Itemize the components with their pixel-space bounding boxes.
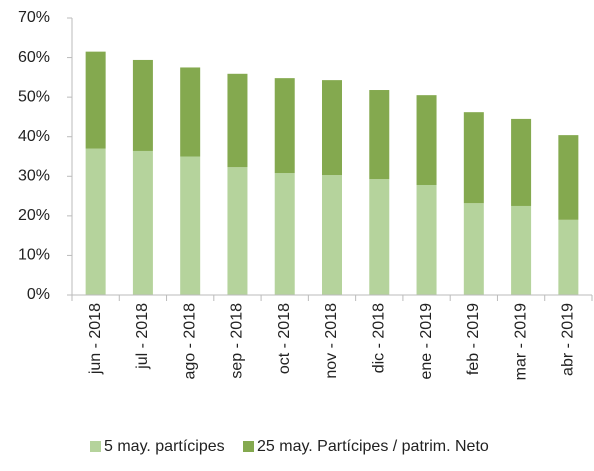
bar-segment <box>227 167 248 295</box>
x-tick-label: mar - 2019 <box>512 303 529 380</box>
bar-segment <box>132 59 153 151</box>
y-tick-label: 10% <box>18 247 50 264</box>
x-tick-label: jul - 2018 <box>134 303 151 370</box>
y-tick-label: 30% <box>18 168 50 185</box>
y-tick-label: 40% <box>18 128 50 145</box>
legend-label: 25 may. Partícipes / patrim. Neto <box>257 438 489 455</box>
bar-segment <box>322 175 342 295</box>
bar-segment <box>416 184 437 295</box>
bar-segment <box>274 78 295 174</box>
bar-segment <box>85 51 106 149</box>
bar-segment <box>132 150 153 295</box>
bar-segment <box>274 173 295 295</box>
bar-segment <box>463 112 484 204</box>
bar-segment <box>558 219 579 295</box>
bar-segment <box>416 95 437 185</box>
x-tick-label: jun - 2018 <box>87 303 104 375</box>
bar-segment <box>369 90 390 180</box>
x-tick-label: nov - 2018 <box>323 303 340 379</box>
bar-segment <box>180 156 201 295</box>
legend-swatch <box>243 441 254 452</box>
x-tick-label: sep - 2018 <box>229 303 246 379</box>
y-tick-label: 50% <box>18 88 50 105</box>
bar-segment <box>511 118 532 206</box>
x-tick-label: dic - 2018 <box>370 303 387 373</box>
x-tick-label: feb - 2019 <box>465 303 482 375</box>
bar-segment <box>511 205 532 295</box>
bar-segment <box>558 135 579 220</box>
x-tick-label: ene - 2019 <box>418 303 435 380</box>
y-tick-label: 20% <box>18 207 50 224</box>
bar-segment <box>322 80 342 176</box>
bar-segment <box>369 179 390 295</box>
y-tick-label: 60% <box>18 49 50 66</box>
bar-segment <box>85 148 106 295</box>
bar-segment <box>180 67 201 157</box>
x-tick-label: ago - 2018 <box>181 303 198 380</box>
x-tick-label: abr - 2019 <box>560 303 577 376</box>
y-tick-label: 0% <box>27 286 50 303</box>
bar-segment <box>463 203 484 295</box>
y-tick-label: 70% <box>18 9 50 26</box>
bar-segment <box>227 73 248 168</box>
legend-swatch <box>90 441 101 452</box>
legend-label: 5 may. partícipes <box>104 438 225 455</box>
x-tick-label: oct - 2018 <box>276 303 293 374</box>
